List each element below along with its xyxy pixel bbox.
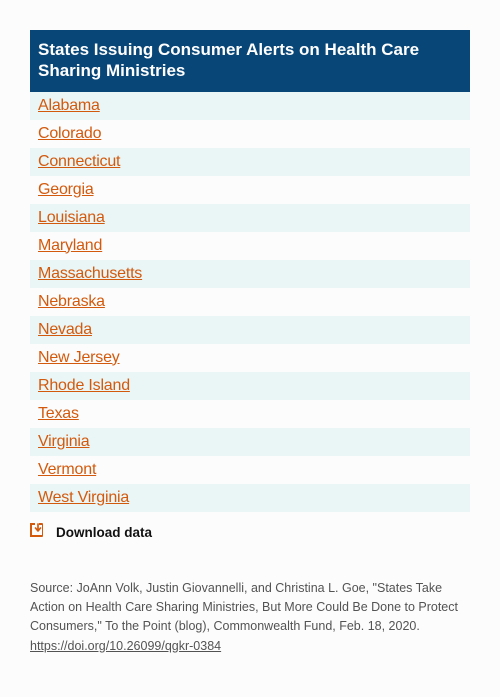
source-link[interactable]: https://doi.org/10.26099/qgkr-0384 [30,639,221,653]
state-link[interactable]: Connecticut [38,153,120,170]
state-link[interactable]: West Virginia [38,489,129,506]
state-link[interactable]: Vermont [38,461,96,478]
table-row: West Virginia [30,484,470,512]
download-data-button[interactable]: Download data [30,522,470,543]
table-header: States Issuing Consumer Alerts on Health… [30,30,470,92]
table-row: Louisiana [30,204,470,232]
table-row: Rhode Island [30,372,470,400]
table-row: Maryland [30,232,470,260]
state-link[interactable]: Louisiana [38,209,105,226]
state-link[interactable]: Massachusetts [38,265,142,282]
table-row: Massachusetts [30,260,470,288]
table-row: Vermont [30,456,470,484]
state-link[interactable]: Maryland [38,237,102,254]
states-table: States Issuing Consumer Alerts on Health… [30,30,470,512]
table-row: Alabama [30,92,470,120]
source-text: Source: JoAnn Volk, Justin Giovannelli, … [30,581,458,634]
state-link[interactable]: Colorado [38,125,101,142]
table-row: New Jersey [30,344,470,372]
table-row: Nevada [30,316,470,344]
table-row: Connecticut [30,148,470,176]
state-link[interactable]: Rhode Island [38,377,130,394]
download-icon [30,522,46,543]
state-link[interactable]: Virginia [38,433,89,450]
table-row: Colorado [30,120,470,148]
state-link[interactable]: Alabama [38,97,100,114]
table-row: Georgia [30,176,470,204]
source-citation: Source: JoAnn Volk, Justin Giovannelli, … [30,579,470,657]
table-row: Virginia [30,428,470,456]
state-link[interactable]: New Jersey [38,349,120,366]
download-label: Download data [56,525,152,540]
state-link[interactable]: Texas [38,405,79,422]
state-link[interactable]: Nebraska [38,293,105,310]
state-link[interactable]: Nevada [38,321,92,338]
state-link[interactable]: Georgia [38,181,94,198]
table-row: Nebraska [30,288,470,316]
table-row: Texas [30,400,470,428]
table-rows: Alabama Colorado Connecticut Georgia Louisia… [30,92,470,512]
